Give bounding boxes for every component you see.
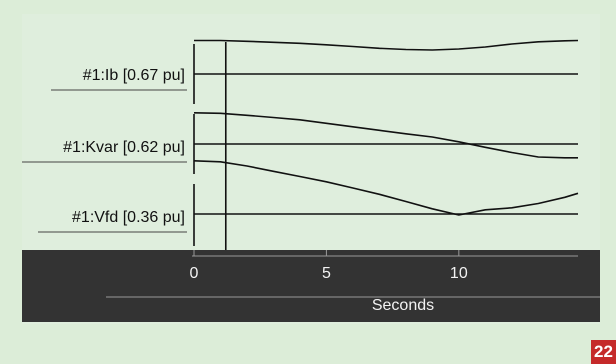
x-tick-label: 5: [322, 265, 331, 282]
series-label-ib: #1:Ib [0.67 pu]: [83, 67, 185, 84]
chart-panel: Seconds #1:Ib [0.67 pu] #1:Kvar [0.62 pu…: [22, 14, 600, 324]
x-axis-title: Seconds: [372, 297, 434, 314]
trace-kvar: [193, 112, 578, 159]
axis-band: [22, 250, 600, 322]
trace-vfd: [193, 160, 579, 216]
trace-ib: [194, 39, 579, 51]
strip-chart: Seconds #1:Ib [0.67 pu] #1:Kvar [0.62 pu…: [22, 39, 600, 322]
x-tick-label: 0: [190, 265, 199, 282]
trace-group: [193, 39, 579, 216]
page-number-badge: 22: [591, 340, 616, 364]
series-label-vfd: #1:Vfd [0.36 pu]: [72, 209, 185, 226]
x-tick-label: 10: [450, 265, 468, 282]
x-tick-group: 0 5 10: [190, 250, 468, 282]
series-label-kvar: #1:Kvar [0.62 pu]: [63, 139, 185, 156]
